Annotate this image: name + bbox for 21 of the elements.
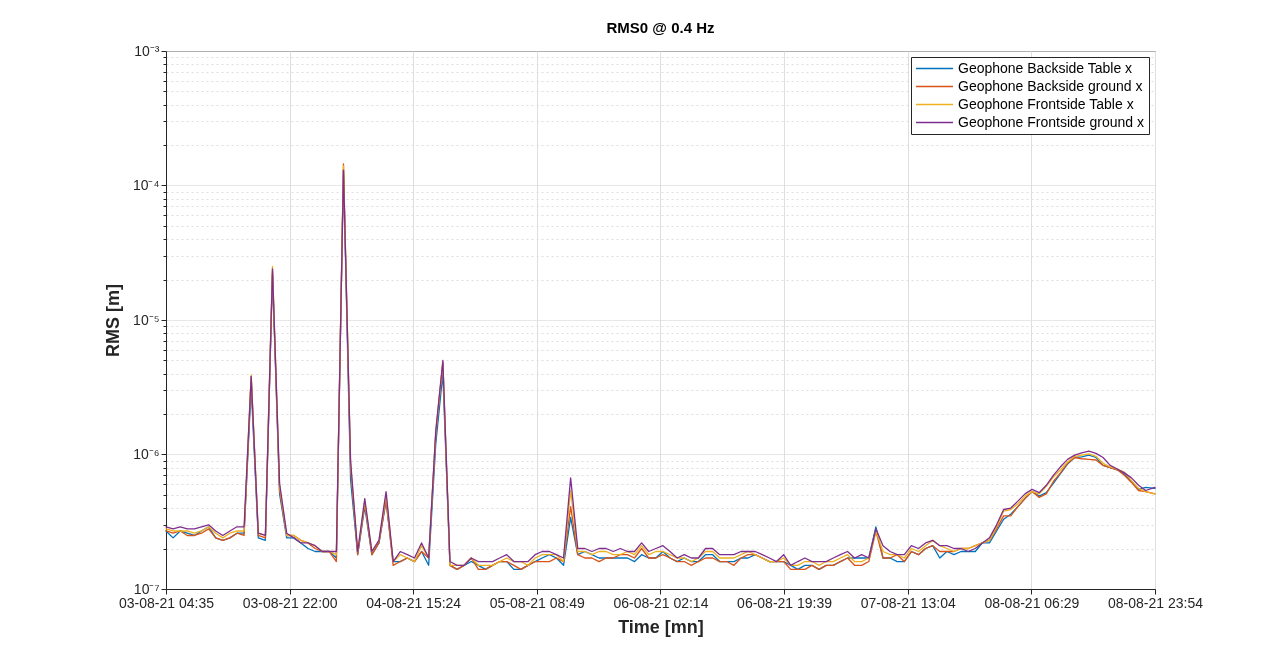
chart-title: RMS0 @ 0.4 Hz — [606, 19, 715, 36]
y-tick-label: 10⁻⁴ — [132, 177, 160, 193]
legend-label: Geophone Backside ground x — [958, 77, 1143, 94]
x-tick-label: 03-08-21 04:35 — [119, 594, 215, 611]
legend-label: Geophone Frontside ground x — [958, 113, 1145, 130]
x-tick-label: 06-08-21 02:14 — [613, 594, 709, 611]
y-tick-label: 10⁻⁶ — [133, 446, 160, 462]
y-tick-label: 10⁻³ — [134, 42, 160, 59]
y-tick-label: 10⁻⁵ — [133, 311, 160, 328]
legend-label: Geophone Frontside Table x — [958, 95, 1134, 112]
x-tick-label: 04-08-21 15:24 — [366, 594, 462, 611]
x-tick-label: 07-08-21 13:04 — [860, 594, 956, 611]
x-tick-label: 03-08-21 22:00 — [242, 594, 338, 611]
x-tick-label: 08-08-21 23:54 — [1108, 594, 1204, 611]
x-tick-label: 06-08-21 19:39 — [737, 594, 833, 611]
y-axis-title: RMS [m] — [102, 284, 123, 357]
x-tick-label: 05-08-21 08:49 — [489, 594, 585, 611]
x-tick-label: 08-08-21 06:29 — [984, 594, 1080, 611]
legend-label: Geophone Backside Table x — [958, 59, 1133, 76]
y-tick-label: 10⁻⁷ — [133, 580, 160, 597]
x-axis-title: Time [mn] — [618, 616, 704, 637]
